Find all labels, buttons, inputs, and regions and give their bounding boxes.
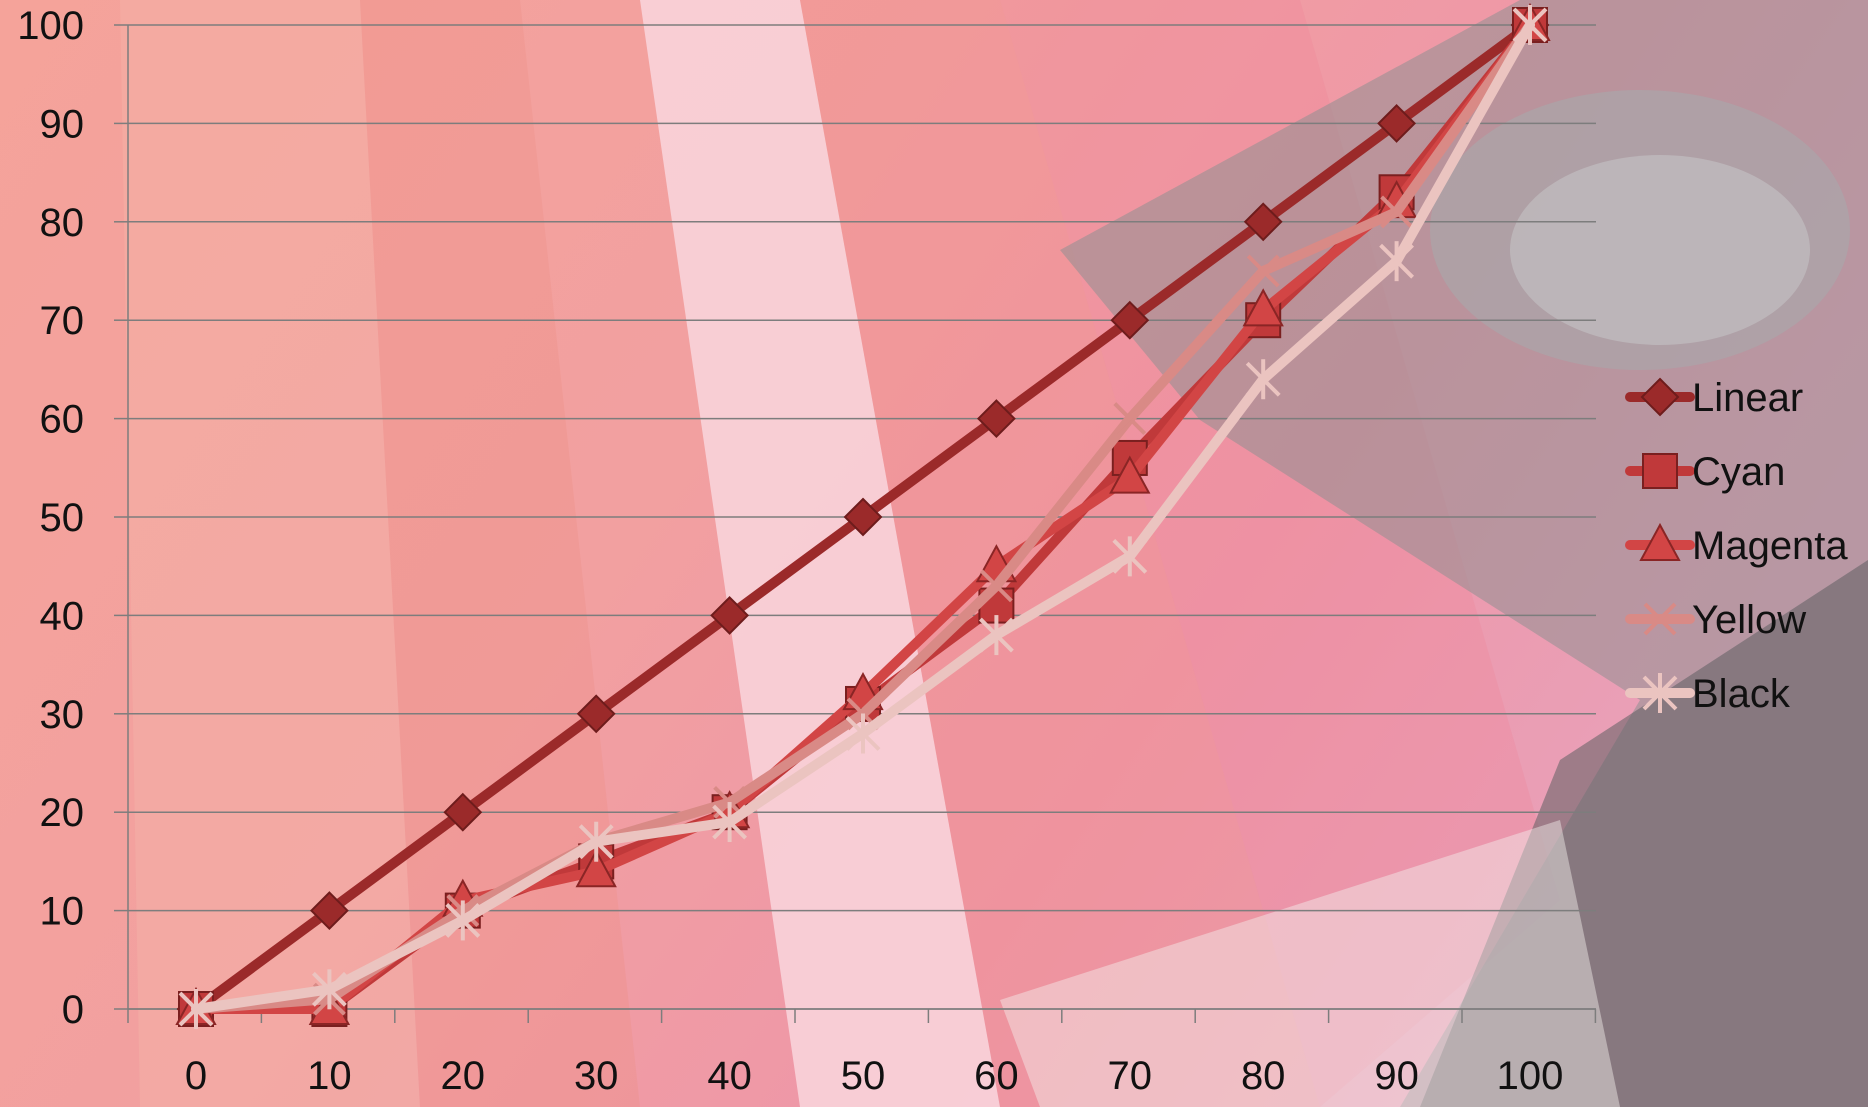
series-black (178, 5, 1548, 1029)
legend-item-cyan: Cyan (1625, 450, 1785, 494)
data-point-black (1112, 536, 1148, 577)
legend-label: Cyan (1692, 450, 1785, 494)
x-tick-label: 20 (441, 1054, 486, 1098)
legend-marker (1642, 673, 1678, 713)
y-tick-label: 40 (40, 594, 85, 638)
legend-item-linear: Linear (1625, 376, 1803, 420)
data-point-linear (710, 595, 750, 635)
legend-label: Magenta (1692, 524, 1848, 568)
data-point-magenta (575, 849, 617, 888)
x-tick-label: 0 (185, 1054, 207, 1098)
marker-stroke (1643, 602, 1677, 636)
legend-label: Linear (1692, 376, 1803, 420)
legend-item-black: Black (1625, 672, 1791, 716)
y-tick-label: 0 (62, 988, 84, 1032)
x-tick-label: 80 (1241, 1054, 1286, 1098)
x-tick-label: 10 (307, 1054, 352, 1098)
data-point-black (445, 900, 481, 941)
data-point-linear (1377, 103, 1417, 143)
data-point-linear (976, 399, 1016, 439)
legend-label: Black (1692, 672, 1791, 716)
x-tick-label: 90 (1374, 1054, 1419, 1098)
data-point-magenta (1109, 455, 1151, 494)
data-point-linear (1110, 300, 1150, 340)
data-point-linear (1243, 202, 1283, 242)
data-point-black (1379, 241, 1415, 282)
legend-label: Yellow (1692, 598, 1806, 642)
y-tick-label: 20 (40, 791, 85, 835)
data-point-black (178, 989, 214, 1029)
y-tick-label: 10 (40, 890, 85, 934)
data-point-black (978, 615, 1014, 656)
data-point-black (845, 713, 881, 754)
x-tick-label: 60 (974, 1054, 1019, 1098)
data-point-yellow (1113, 402, 1147, 436)
data-point-black (712, 802, 748, 843)
series-layer (175, 2, 1551, 1029)
y-axis-ticks: 0 10 20 30 40 50 60 70 80 90 100 (17, 4, 128, 1032)
y-tick-label: 80 (40, 201, 85, 245)
x-tick-label: 40 (707, 1054, 752, 1098)
data-point-black (1512, 5, 1548, 45)
legend-marker (1640, 377, 1680, 417)
legend-item-magenta: Magenta (1625, 522, 1848, 568)
data-point-linear (576, 694, 616, 734)
x-tick-label: 70 (1108, 1054, 1153, 1098)
y-tick-label: 50 (40, 496, 85, 540)
y-tick-label: 100 (17, 4, 84, 48)
data-point-black (1245, 359, 1281, 400)
data-point-black (578, 821, 614, 862)
x-tick-label: 30 (574, 1054, 619, 1098)
legend-marker (1639, 522, 1681, 561)
x-tick-label: 100 (1497, 1054, 1564, 1098)
marker-stroke (979, 569, 1013, 603)
y-tick-label: 90 (40, 102, 85, 146)
data-point-yellow (1380, 195, 1414, 229)
legend-item-yellow: Yellow (1625, 598, 1806, 642)
y-tick-label: 70 (40, 299, 85, 343)
legend-marker (1643, 602, 1677, 636)
marker-stroke (1246, 254, 1280, 288)
y-tick-label: 60 (40, 398, 85, 442)
data-point-magenta (1242, 288, 1284, 327)
marker-stroke (1380, 195, 1414, 229)
data-point-linear (843, 497, 883, 537)
data-point-linear (309, 891, 349, 931)
data-point-linear (443, 792, 483, 832)
x-axis-ticks: 0 10 20 30 40 50 60 70 80 90 100 (127, 1009, 1597, 1098)
data-point-yellow (1246, 254, 1280, 288)
marker-stroke (1113, 402, 1147, 436)
data-point-black (311, 969, 347, 1010)
legend-marker (1642, 453, 1678, 489)
legend: Linear Cyan Magenta Yellow Black (1625, 376, 1848, 716)
data-point-yellow (979, 569, 1013, 603)
y-tick-label: 30 (40, 693, 85, 737)
x-tick-label: 50 (841, 1054, 886, 1098)
